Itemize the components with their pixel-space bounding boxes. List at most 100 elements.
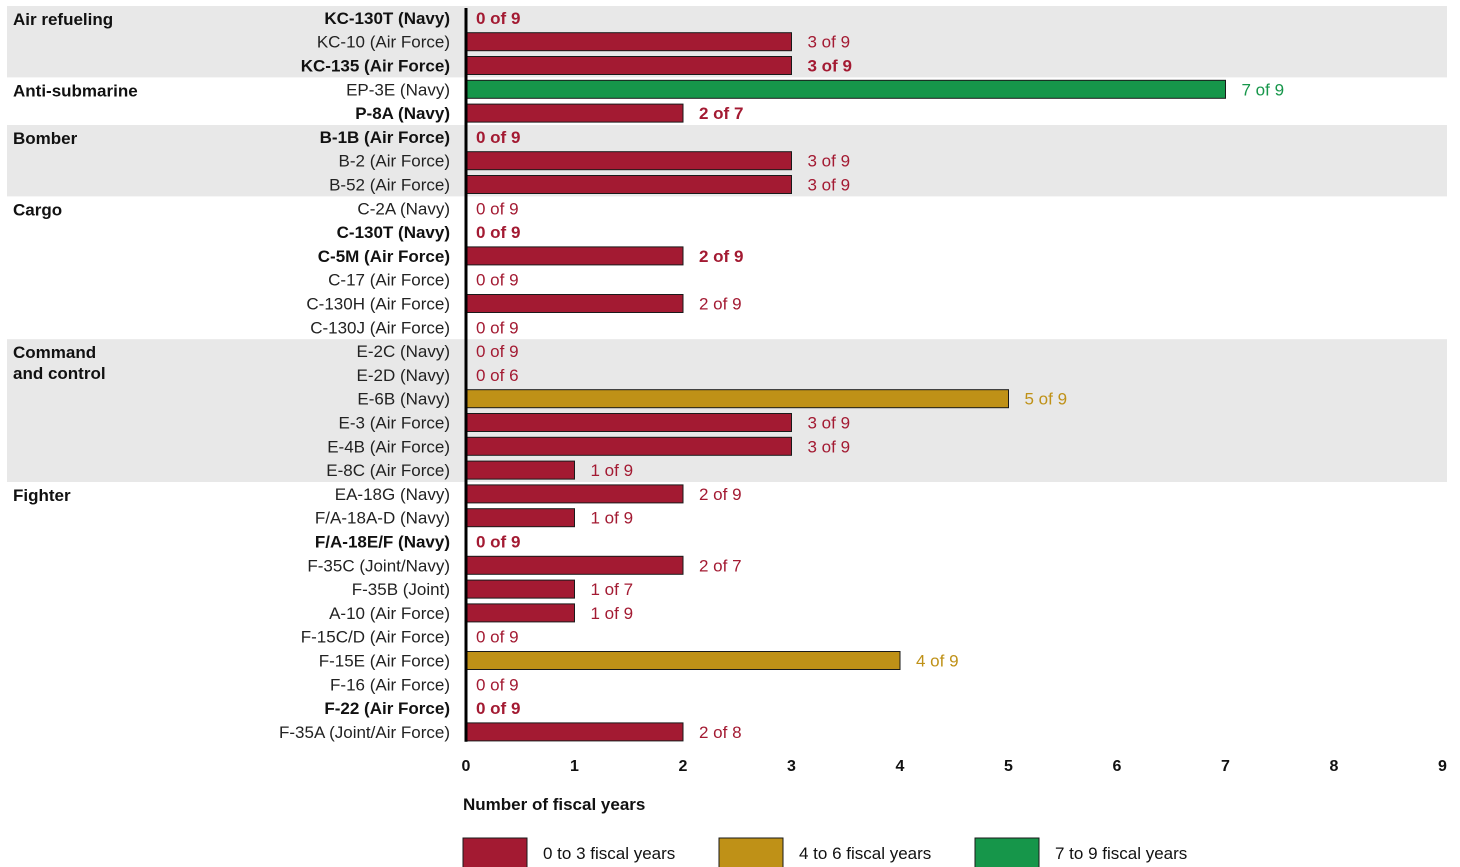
value-label: 1 of 9 bbox=[591, 461, 634, 480]
category-label: and control bbox=[13, 364, 106, 383]
x-tick-label: 9 bbox=[1438, 758, 1447, 775]
aircraft-label: C-2A (Navy) bbox=[357, 199, 450, 218]
aircraft-label: E-4B (Air Force) bbox=[327, 437, 450, 456]
bar bbox=[465, 508, 575, 528]
category-label: Cargo bbox=[13, 200, 62, 219]
value-label: 3 of 9 bbox=[808, 176, 851, 195]
category-label: Command bbox=[13, 343, 96, 362]
value-label: 0 of 9 bbox=[476, 628, 519, 647]
bar bbox=[465, 651, 901, 670]
value-label: 0 of 9 bbox=[476, 342, 519, 361]
value-label: 2 of 7 bbox=[699, 104, 743, 123]
aircraft-label: C-130T (Navy) bbox=[337, 223, 450, 242]
value-label: 3 of 9 bbox=[808, 57, 852, 76]
aircraft-label: A-10 (Air Force) bbox=[329, 604, 450, 623]
x-tick-labels: 0 1 2 3 4 5 6 7 8 9 bbox=[462, 758, 1448, 775]
legend-swatch bbox=[974, 837, 1040, 867]
bar bbox=[465, 389, 1009, 409]
value-label: 0 of 9 bbox=[476, 128, 520, 147]
aircraft-label: B-2 (Air Force) bbox=[339, 152, 450, 171]
aircraft-label: C-17 (Air Force) bbox=[328, 271, 450, 290]
value-label: 1 of 9 bbox=[591, 509, 634, 528]
value-label: 0 of 6 bbox=[476, 366, 519, 385]
aircraft-labels: KC-130T (Navy) KC-10 (Air Force) KC-135 (A… bbox=[279, 9, 450, 742]
x-tick-label: 3 bbox=[787, 758, 796, 775]
aircraft-label: B-52 (Air Force) bbox=[329, 176, 450, 195]
value-label: 0 of 9 bbox=[476, 199, 519, 218]
value-label: 0 of 9 bbox=[476, 675, 519, 694]
aircraft-label: F-22 (Air Force) bbox=[324, 699, 450, 718]
x-tick-label: 5 bbox=[1004, 758, 1013, 775]
legend-swatch bbox=[718, 837, 784, 867]
value-label: 0 of 9 bbox=[476, 9, 520, 28]
aircraft-label: E-2D (Navy) bbox=[356, 366, 450, 385]
category-labels: Air refueling Anti-submarine Bomber Cargo Co… bbox=[13, 10, 138, 505]
x-tick-label: 2 bbox=[679, 758, 688, 775]
x-tick-label: 8 bbox=[1330, 758, 1339, 775]
bar bbox=[465, 603, 575, 623]
value-label: 0 of 9 bbox=[476, 318, 519, 337]
aircraft-label: E-8C (Air Force) bbox=[326, 461, 450, 480]
aircraft-label: F/A-18A-D (Navy) bbox=[315, 509, 450, 528]
bar bbox=[465, 722, 684, 742]
bar bbox=[465, 294, 684, 313]
aircraft-label: KC-130T (Navy) bbox=[324, 9, 450, 28]
legend-label: 7 to 9 fiscal years bbox=[1055, 844, 1187, 863]
aircraft-label: KC-10 (Air Force) bbox=[317, 33, 450, 52]
value-labels: 0 of 9 3 of 9 3 of 9 7 of 9 2 of 7 0 of 9 3 of… bbox=[476, 9, 1284, 742]
value-label: 2 of 9 bbox=[699, 247, 743, 266]
value-label: 3 of 9 bbox=[808, 414, 851, 433]
aircraft-label: F-35A (Joint/Air Force) bbox=[279, 723, 450, 742]
aircraft-label: E-6B (Navy) bbox=[357, 390, 450, 409]
aircraft-label: B-1B (Air Force) bbox=[320, 128, 450, 147]
value-label: 7 of 9 bbox=[1242, 80, 1285, 99]
value-label: 2 of 8 bbox=[699, 723, 742, 742]
category-label: Anti-submarine bbox=[13, 81, 138, 100]
aircraft-label: F/A-18E/F (Navy) bbox=[315, 533, 450, 552]
aircraft-label: EP-3E (Navy) bbox=[346, 80, 450, 99]
value-label: 0 of 9 bbox=[476, 699, 520, 718]
bars bbox=[465, 32, 1226, 742]
category-bands bbox=[7, 6, 1447, 482]
value-label: 4 of 9 bbox=[916, 652, 959, 671]
bar bbox=[465, 246, 684, 266]
value-label: 2 of 9 bbox=[699, 485, 742, 504]
bar bbox=[465, 32, 792, 52]
aircraft-label: E-2C (Navy) bbox=[356, 342, 450, 361]
value-label: 2 of 7 bbox=[699, 556, 742, 575]
bar bbox=[465, 555, 684, 575]
value-label: 0 of 9 bbox=[476, 533, 520, 552]
aircraft-label: C-130H (Air Force) bbox=[306, 295, 450, 314]
x-tick-label: 0 bbox=[462, 758, 471, 775]
bar bbox=[465, 579, 575, 599]
aircraft-label: P-8A (Navy) bbox=[355, 104, 450, 123]
bar bbox=[465, 103, 684, 123]
x-tick-label: 7 bbox=[1221, 758, 1230, 775]
legend: 0 to 3 fiscal years 4 to 6 fiscal years 7 … bbox=[462, 837, 1187, 867]
value-label: 0 of 9 bbox=[476, 271, 519, 290]
x-tick-label: 1 bbox=[570, 758, 579, 775]
bar bbox=[465, 151, 792, 171]
value-label: 0 of 9 bbox=[476, 223, 520, 242]
category-band bbox=[7, 339, 1447, 482]
bar bbox=[465, 175, 792, 194]
aircraft-label: KC-135 (Air Force) bbox=[301, 57, 450, 76]
x-tick-label: 4 bbox=[896, 758, 905, 775]
x-axis-label: Number of fiscal years bbox=[463, 795, 645, 814]
bar bbox=[465, 56, 792, 75]
bar bbox=[465, 413, 792, 432]
aircraft-label: F-16 (Air Force) bbox=[330, 675, 450, 694]
bar bbox=[465, 484, 684, 504]
value-label: 3 of 9 bbox=[808, 437, 851, 456]
value-label: 1 of 9 bbox=[591, 604, 634, 623]
legend-label: 0 to 3 fiscal years bbox=[543, 844, 675, 863]
value-label: 3 of 9 bbox=[808, 152, 851, 171]
x-tick-label: 6 bbox=[1113, 758, 1122, 775]
aircraft-label: F-15E (Air Force) bbox=[319, 652, 450, 671]
legend-swatch bbox=[462, 837, 528, 867]
category-label: Fighter bbox=[13, 486, 71, 505]
bar bbox=[465, 436, 792, 456]
bar bbox=[465, 460, 575, 480]
category-label: Air refueling bbox=[13, 10, 113, 29]
value-label: 3 of 9 bbox=[808, 33, 851, 52]
